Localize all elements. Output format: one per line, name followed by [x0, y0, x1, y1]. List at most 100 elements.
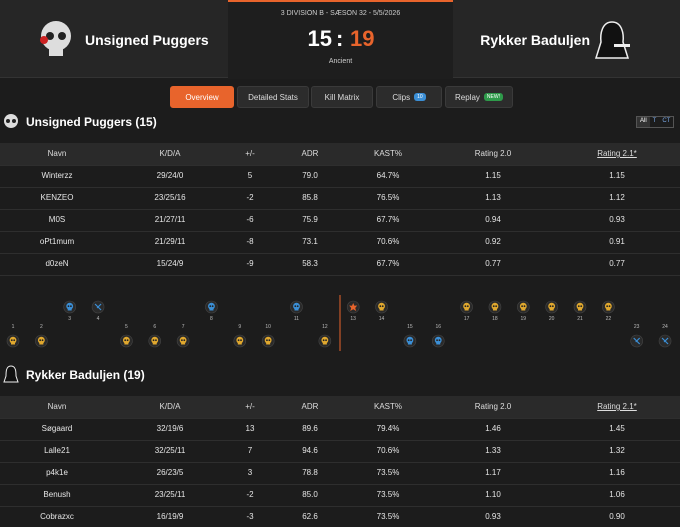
skull-eye [549, 305, 552, 308]
round-number: 13 [350, 316, 356, 322]
table-cell: 1.06 [609, 490, 625, 499]
round-number: 17 [464, 316, 470, 322]
table-cell: oPt1mum [39, 237, 75, 246]
table-cell: 0.90 [609, 512, 625, 521]
skull-eye [209, 305, 212, 308]
skull [491, 302, 499, 310]
score-team2: 19 [350, 26, 375, 51]
column-header[interactable]: Rating 2.1* [597, 149, 637, 158]
skull-eye [322, 339, 325, 342]
skull-eye [266, 339, 268, 342]
skull-eye [436, 339, 438, 342]
skull [321, 336, 329, 344]
table-cell: Søgaard [41, 424, 73, 433]
tab-label: Clips [392, 92, 411, 102]
skull-jaw [237, 342, 242, 345]
skull-jaw [67, 308, 72, 311]
skull-jaw [464, 308, 469, 311]
skull-jaw [294, 308, 299, 311]
filter-option[interactable]: T [652, 118, 657, 124]
player-row: Søgaard 32/19/6 13 89.6 79.4% 1.46 1.45 [0, 418, 680, 441]
table-cell: 85.0 [302, 490, 318, 499]
skull-eye [410, 339, 412, 342]
table-cell: M0S [48, 215, 66, 224]
table-cell: 64.7% [376, 171, 400, 180]
round-number: 23 [634, 324, 640, 330]
round-icon [346, 300, 360, 314]
column-header: Navn [47, 402, 67, 411]
skull-jaw [407, 342, 412, 345]
skull [151, 336, 159, 344]
skull-eye [70, 305, 72, 308]
round-icon [35, 334, 48, 348]
table-cell: p4k1e [46, 468, 68, 477]
filter-option[interactable]: All [637, 117, 650, 127]
table-cell: 21/27/11 [154, 215, 186, 224]
tab[interactable]: Replay NEW! [445, 86, 513, 108]
score-panel [228, 0, 453, 79]
round-number: 24 [662, 324, 668, 330]
round-icon [318, 334, 332, 348]
team2-logo [594, 21, 630, 59]
column-header: KAST% [373, 149, 403, 158]
table-cell: 1.16 [609, 468, 625, 477]
skull-eye [152, 339, 155, 342]
skull-eye [211, 305, 214, 308]
filter-option[interactable]: CT [662, 118, 671, 124]
table-cell: Benush [43, 490, 71, 499]
table-cell: -8 [246, 237, 254, 246]
round-number: 8 [210, 316, 213, 322]
skull [293, 302, 300, 310]
skull-eye [10, 339, 13, 342]
round-number: 11 [294, 316, 299, 322]
round-number: 22 [606, 316, 612, 322]
round-icon [573, 300, 587, 314]
table-cell: 73.5% [376, 468, 400, 477]
table-cell: 23/25/16 [154, 193, 186, 202]
skull-jaw [124, 342, 129, 345]
round-number: 5 [125, 324, 128, 330]
round-icon [375, 300, 388, 314]
skull-eye [606, 305, 609, 308]
skull [208, 302, 215, 310]
player-row: KENZEO 23/25/16 -2 85.8 76.5% 1.13 1.12 [0, 187, 680, 210]
round-icon [91, 300, 105, 314]
round-icon [120, 334, 133, 348]
table-cell: 29/24/0 [156, 171, 184, 180]
skull [37, 336, 45, 344]
team1-icon [4, 114, 18, 128]
tab[interactable]: Detailed Stats [237, 86, 309, 108]
table-cell: -2 [246, 490, 254, 499]
team1-title: Unsigned Puggers (15) [26, 115, 157, 129]
tab[interactable]: Clips 10 [376, 86, 442, 108]
tab[interactable]: Kill Matrix [311, 86, 373, 108]
skull-eye [240, 339, 242, 342]
score-team1: 15 [307, 26, 332, 51]
tab-badge: 10 [414, 93, 426, 101]
table-cell: KENZEO [40, 193, 74, 202]
round-icon [261, 334, 275, 348]
table-cell: 21/29/11 [154, 237, 186, 246]
skull [576, 302, 584, 310]
table-header-row: Navn K/D/A +/- ADR KAST% Rating 2.0 Rating 2.1… [0, 396, 680, 419]
table-cell: 7 [247, 446, 253, 455]
round-icon [403, 334, 417, 348]
table-cell: 85.8 [302, 193, 318, 202]
team2-icon [3, 365, 19, 383]
table-cell: 1.33 [485, 446, 501, 455]
table-cell: 0.91 [609, 237, 625, 246]
column-header[interactable]: Rating 2.1* [597, 402, 637, 411]
table-cell: 1.10 [485, 490, 501, 499]
skull-eye [379, 305, 382, 308]
table-cell: 32/19/6 [156, 424, 184, 433]
skull-jaw [549, 308, 554, 311]
round-icon [63, 300, 76, 314]
table-cell: 1.32 [609, 446, 625, 455]
skull-jaw [436, 342, 441, 345]
column-header: ADR [301, 402, 319, 411]
round-icon [205, 300, 218, 314]
tab[interactable]: Overview [170, 86, 234, 108]
table-cell: 94.6 [302, 446, 318, 455]
skull-eye [608, 305, 611, 308]
skull-jaw [152, 342, 157, 345]
